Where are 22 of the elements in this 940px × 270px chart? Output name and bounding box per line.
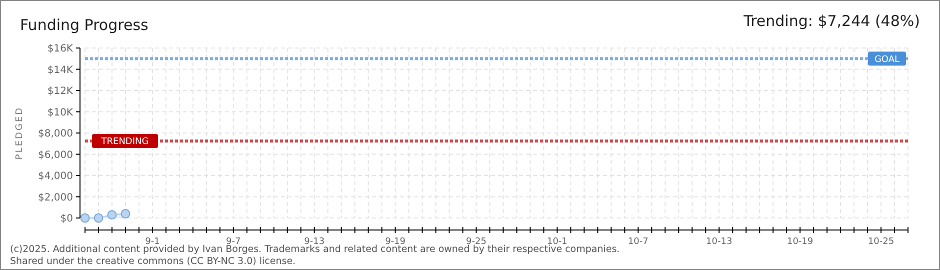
y-tick-label: $12K [47,86,74,97]
y-tick-label: $8,000 [38,128,73,140]
chart-subtitle: Trending: $7,244 (48%) [742,12,920,30]
x-tick-label: 10-13 [706,237,732,247]
y-axis-title: PLEDGED [15,106,25,160]
x-tick-label: 10-19 [786,237,814,247]
text: (c)2025. Additional content provided by Ivan Borges. Trademarks and related content are owned by their respective companies. [10,244,620,255]
y-tick-label: $2,000 [38,192,73,204]
x-tick-label: 9-1 [145,237,160,247]
y-tick-label: $4,000 [38,171,73,182]
text: Shared under the creative commons (CC BY-NC 3.0) license. [10,256,296,267]
x-tick-label: 9-19 [385,237,406,247]
y-tick-label: $0 [60,214,73,224]
x-tick-label: 10-25 [868,237,894,247]
y-tick-label: $6,000 [38,150,73,161]
ref-line-label: TRENDING [100,137,149,148]
y-tick-label: $10K [47,107,74,118]
chart-title: Funding Progress [20,16,149,34]
y-tick-label: $16K [47,44,74,54]
x-tick-label: 10-7 [628,237,648,247]
ref-line-label: GOAL [874,54,900,65]
y-tick-label: $14K [47,64,74,76]
